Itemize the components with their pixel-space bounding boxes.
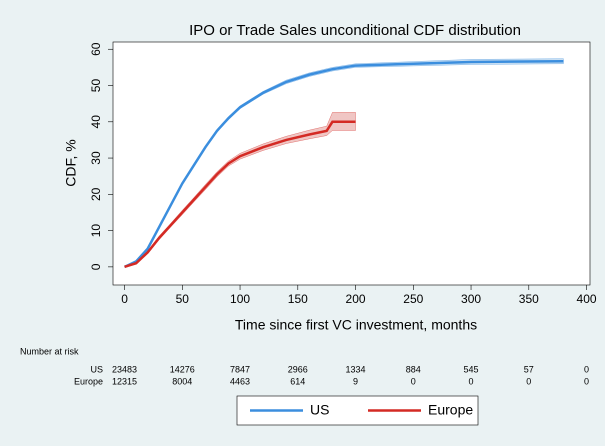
- x-tick-label: 400: [577, 292, 597, 306]
- y-tick-label: 60: [89, 42, 103, 56]
- risk-row-name: Europe: [74, 376, 103, 386]
- risk-count: 545: [464, 364, 479, 374]
- x-tick-label: 50: [176, 292, 190, 306]
- x-tick-label: 200: [346, 292, 366, 306]
- y-tick-label: 50: [89, 79, 103, 93]
- y-tick-label: 30: [89, 151, 103, 165]
- risk-count: 0: [411, 376, 416, 386]
- risk-count: 2966: [288, 364, 308, 374]
- y-tick-label: 20: [89, 187, 103, 201]
- risk-row-name: US: [90, 364, 103, 374]
- x-axis-label: Time since first VC investment, months: [235, 317, 477, 333]
- x-tick-label: 300: [461, 292, 481, 306]
- x-tick-label: 0: [121, 292, 128, 306]
- risk-count: 0: [584, 364, 589, 374]
- risk-count: 9: [353, 376, 358, 386]
- risk-count: 614: [290, 376, 305, 386]
- x-tick-label: 250: [403, 292, 423, 306]
- risk-count: 57: [524, 364, 534, 374]
- x-tick-label: 100: [230, 292, 250, 306]
- risk-count: 7847: [230, 364, 250, 374]
- risk-count: 23483: [112, 364, 137, 374]
- risk-count: 1334: [346, 364, 366, 374]
- risk-count: 0: [526, 376, 531, 386]
- risk-count: 4463: [230, 376, 250, 386]
- x-tick-label: 150: [288, 292, 308, 306]
- y-axis-label: CDF, %: [63, 139, 79, 186]
- risk-count: 8004: [172, 376, 192, 386]
- chart-title: IPO or Trade Sales unconditional CDF dis…: [189, 22, 521, 39]
- y-tick-label: 40: [89, 115, 103, 129]
- y-tick-label: 10: [89, 224, 103, 238]
- risk-count: 14276: [170, 364, 195, 374]
- plot-area: [112, 41, 591, 286]
- risk-count: 0: [584, 376, 589, 386]
- x-tick-label: 350: [519, 292, 539, 306]
- legend-label: US: [310, 402, 329, 418]
- legend-label: Europe: [428, 402, 473, 418]
- series-line: [124, 120, 356, 269]
- risk-count: 12315: [112, 376, 137, 386]
- y-tick-label: 0: [89, 263, 103, 270]
- risk-count: 884: [406, 364, 421, 374]
- risk-table-title: Number at risk: [20, 346, 79, 356]
- risk-count: 0: [469, 376, 474, 386]
- series-line: [124, 59, 564, 268]
